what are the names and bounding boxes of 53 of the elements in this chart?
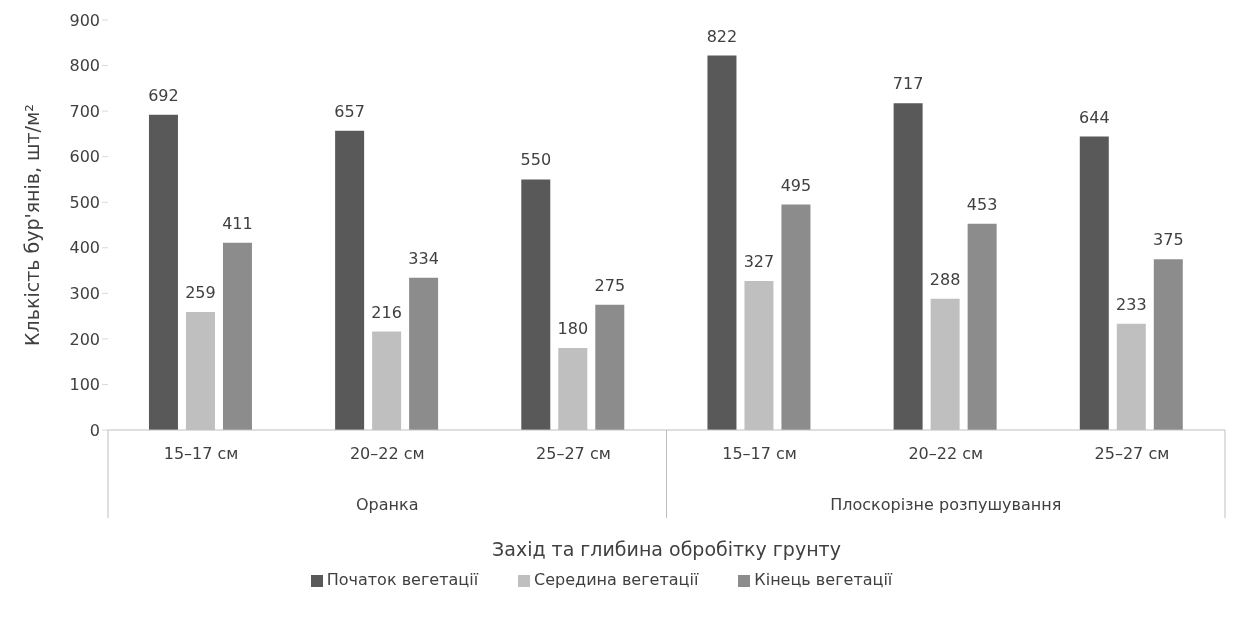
data-label: 216: [371, 302, 402, 322]
legend-label: Початок вегетації: [326, 570, 479, 589]
data-label: 275: [594, 275, 626, 295]
data-label: 233: [1116, 294, 1147, 314]
data-label: 657: [334, 101, 365, 121]
y-axis-title: Клькість бур'янів, шт/м²: [21, 104, 43, 346]
legend-label: Кінець вегетації: [754, 570, 893, 589]
bar: [893, 103, 923, 430]
data-label: 411: [222, 213, 253, 233]
data-label: 375: [1153, 230, 1184, 250]
y-tick-label: 400: [69, 238, 100, 258]
bar: [148, 114, 178, 430]
y-tick-label: 100: [69, 375, 100, 395]
y-tick-label: 300: [69, 284, 100, 304]
bar: [222, 242, 252, 430]
bar: [1153, 259, 1183, 430]
data-label: 180: [557, 319, 589, 338]
y-tick-label: 0: [89, 420, 100, 440]
y-tick-label: 200: [69, 329, 100, 349]
data-label: 259: [185, 283, 216, 303]
bar: [521, 179, 551, 430]
x-tick-label: 25–27 см: [536, 444, 611, 464]
text: Оранка: [356, 495, 419, 514]
data-label: 453: [966, 194, 998, 214]
data-label: 495: [780, 175, 812, 195]
data-label: 692: [148, 85, 179, 105]
y-tick-label: 600: [69, 147, 100, 167]
bar: [781, 204, 811, 430]
y-tick-label: 900: [69, 10, 100, 30]
bar: [1079, 136, 1109, 430]
x-tick-label: 15–17 см: [163, 444, 239, 464]
bar: [707, 55, 737, 430]
y-tick-label: 800: [69, 56, 100, 76]
text: Плоскорізне розпушування: [830, 495, 1062, 514]
data-label: 822: [706, 26, 738, 46]
y-tick-label: 700: [69, 101, 100, 121]
bar: [967, 223, 997, 430]
x-tick-label: 20–22 см: [349, 444, 425, 464]
data-label: 288: [929, 269, 961, 289]
bar: [409, 277, 439, 430]
x-tick-label: 20–22 см: [908, 444, 984, 464]
y-tick-label: 500: [69, 192, 100, 212]
data-label: 644: [1079, 107, 1110, 127]
bar: [335, 130, 365, 430]
x-tick-label: 15–17 см: [722, 444, 797, 464]
legend-label: Середина вегетації: [534, 570, 699, 589]
x-tick-label: 25–27 см: [1094, 444, 1170, 464]
bar: [595, 304, 625, 430]
data-label: 717: [892, 74, 924, 94]
data-label: 327: [743, 252, 775, 272]
data-label: 334: [408, 248, 439, 268]
x-axis-title: Захід та глибина обробітку грунту: [492, 538, 841, 560]
data-label: 550: [520, 150, 552, 170]
